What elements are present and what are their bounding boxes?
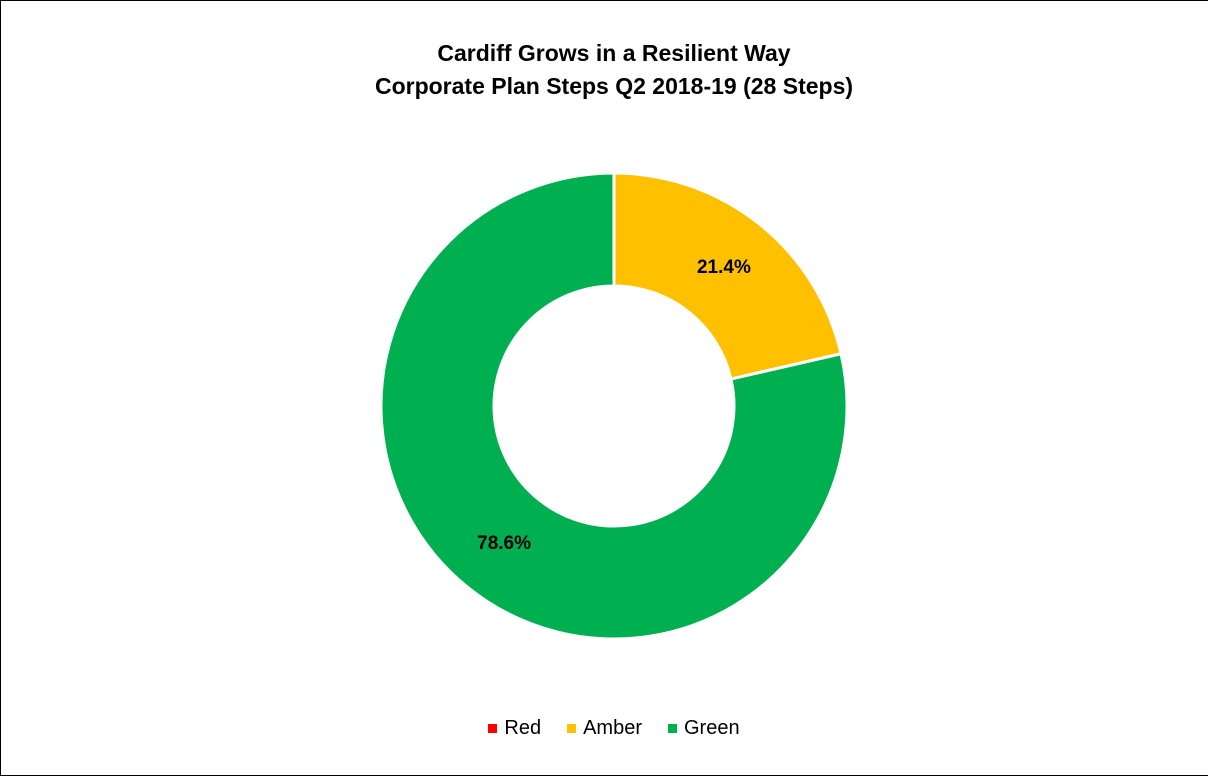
- legend-swatch-amber: [567, 724, 577, 733]
- donut-chart: 21.4% 78.6%: [379, 171, 849, 641]
- legend-label-red: Red: [504, 717, 542, 739]
- legend-item-green: Green: [668, 717, 740, 740]
- chart-legend: Red Amber Green: [1, 717, 1208, 740]
- legend-label-amber: Amber: [583, 717, 642, 739]
- data-label-green: 78.6%: [477, 533, 531, 554]
- donut-slice-green: [379, 171, 849, 641]
- legend-swatch-green: [668, 724, 677, 733]
- chart-title-block: Cardiff Grows in a Resilient Way Corpora…: [1, 37, 1208, 103]
- legend-swatch-red: [488, 724, 498, 733]
- legend-label-green: Green: [684, 717, 740, 739]
- legend-item-red: Red: [488, 717, 541, 740]
- chart-subtitle: Corporate Plan Steps Q2 2018-19 (28 Step…: [374, 73, 854, 99]
- donut-slice-amber: [612, 171, 843, 381]
- chart-title: Cardiff Grows in a Resilient Way: [437, 40, 791, 66]
- legend-item-amber: Amber: [567, 717, 642, 740]
- data-label-amber: 21.4%: [697, 257, 751, 278]
